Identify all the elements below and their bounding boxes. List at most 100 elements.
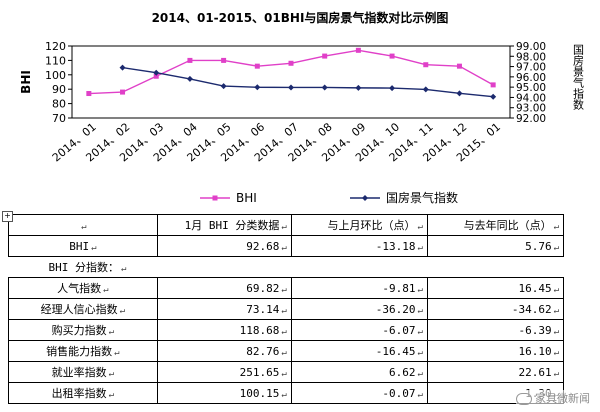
index-point [153, 69, 160, 76]
data-table: ↵ 1月 BHI 分类数据 ↵ 与上月环比（点） ↵ 与去年同比（点） ↵ BHI ↵ 92.68… [8, 214, 565, 404]
table-cell: 16.10 ↵ [426, 340, 565, 362]
row-label-cell: BHI ↵ [8, 235, 158, 257]
bhi-point [288, 60, 294, 66]
paragraph-mark-icon: ↵ [281, 242, 287, 253]
bhi-point [120, 89, 126, 95]
table-cell: 118.68 ↵ [156, 319, 292, 341]
y-tick-label: 90 [52, 83, 66, 96]
y-axis-label: BHI [19, 70, 33, 94]
index-point [220, 83, 227, 90]
bhi-point [221, 57, 227, 63]
table-header-cell: 1月 BHI 分类数据 ↵ [156, 214, 292, 236]
table-cell: -16.45 ↵ [290, 340, 428, 362]
paragraph-mark-icon: ↵ [103, 285, 109, 295]
table-row: 销售能力指数 ↵ 82.76 ↵ -16.45 ↵ 16.10 ↵ [8, 340, 565, 362]
legend-marker [212, 195, 218, 201]
paragraph-mark-icon: ↵ [417, 368, 423, 379]
y2-tick-label: 93.00 [516, 103, 546, 115]
bhi-point [254, 63, 260, 69]
table-cell: -34.62 ↵ [426, 298, 565, 320]
paragraph-mark-icon: ↵ [81, 221, 87, 232]
bhi-point [86, 91, 92, 97]
y-tick-label: 110 [45, 54, 66, 67]
bhi-point [153, 73, 159, 79]
index-point [186, 75, 193, 82]
paragraph-mark-icon: ↵ [417, 389, 423, 400]
paragraph-mark-icon: ↵ [108, 390, 115, 400]
row-label-cell: 就业率指数 ↵ [8, 361, 158, 383]
bhi-point [389, 53, 395, 59]
bhi-point [322, 53, 328, 59]
paragraph-mark-icon: ↵ [417, 305, 423, 316]
index-point [490, 93, 497, 100]
bhi-point [490, 82, 496, 88]
y2-axis-label: 国房景气指数 [572, 44, 585, 111]
table-header-row: ↵ 1月 BHI 分类数据 ↵ 与上月环比（点） ↵ 与去年同比（点） ↵ [8, 214, 565, 236]
paragraph-mark-icon: ↵ [108, 369, 115, 379]
paragraph-mark-icon: ↵ [553, 242, 559, 253]
table-cell: 73.14 ↵ [156, 298, 292, 320]
paragraph-mark-icon: ↵ [417, 326, 423, 337]
paragraph-mark-icon: ↵ [417, 222, 423, 232]
table-cell: -36.20 ↵ [290, 298, 428, 320]
paragraph-mark-icon: ↵ [281, 222, 287, 232]
table-row: 购买力指数 ↵ 118.68 ↵ -6.07 ↵ -6.39 ↵ [8, 319, 565, 341]
index-point [456, 90, 463, 97]
paragraph-mark-icon: ↵ [417, 347, 423, 358]
data-table-wrapper: + ↵ 1月 BHI 分类数据 ↵ 与上月环比（点） ↵ 与去年同比（点） ↵ BHI ↵ 92.… [2, 211, 565, 404]
table-cell: -9.81 ↵ [290, 277, 428, 299]
paragraph-mark-icon: ↵ [119, 306, 126, 316]
table-cell: 82.76 ↵ [156, 340, 292, 362]
y2-tick-label: 96.00 [516, 72, 546, 84]
paragraph-mark-icon: ↵ [553, 347, 559, 358]
paragraph-mark-icon: ↵ [417, 284, 423, 295]
table-row: 人气指数 ↵ 69.82 ↵ -9.81 ↵ 16.45 ↵ [8, 277, 565, 299]
index-point [422, 86, 429, 93]
table-cell: -6.07 ↵ [290, 319, 428, 341]
table-row: BHI ↵ 92.68 ↵ -13.18 ↵ 5.76 ↵ [8, 235, 565, 257]
paragraph-mark-icon: ↵ [281, 368, 287, 379]
y2-tick-label: 95.00 [516, 82, 546, 94]
series-line-1 [122, 66, 494, 98]
y-tick-label: 70 [52, 112, 66, 125]
table-cell: 6.62 ↵ [290, 361, 428, 383]
row-label-cell: 出租率指数 ↵ [8, 382, 158, 404]
paragraph-mark-icon: ↵ [121, 264, 127, 274]
y-tick-label: 100 [45, 69, 66, 82]
bhi-point [423, 62, 429, 68]
watermark-text: 家具微新闻 [535, 392, 590, 405]
table-header-cell: ↵ [8, 214, 158, 236]
table-cell: 22.61 ↵ [426, 361, 565, 383]
table-move-handle[interactable]: + [2, 211, 13, 222]
table-row: BHI 分指数： ↵ [8, 256, 564, 278]
paragraph-mark-icon: ↵ [553, 284, 559, 295]
y2-tick-label: 99.00 [516, 41, 546, 53]
table-cell: -13.18 ↵ [290, 235, 428, 257]
legend-label: BHI [236, 191, 257, 205]
table-cell: 92.68 ↵ [156, 235, 292, 257]
wechat-icon [516, 393, 532, 405]
plot-marks [86, 47, 497, 100]
y2-tick-label: 98.00 [516, 51, 546, 63]
legend-marker [362, 195, 368, 201]
plot-frame [71, 45, 511, 119]
table-cell: 16.45 ↵ [426, 277, 565, 299]
table-cell: -0.07 ↵ [290, 382, 428, 404]
table-row: 出租率指数↵100.15↵-0.07↵1.30↵ [8, 382, 565, 404]
paragraph-mark-icon: ↵ [553, 305, 559, 316]
table-cell: -6.39 ↵ [426, 319, 565, 341]
watermark: 家具微新闻 [516, 390, 590, 406]
paragraph-mark-icon: ↵ [417, 242, 423, 253]
table-subheading-cell: BHI 分指数： ↵ [8, 256, 564, 278]
paragraph-mark-icon: ↵ [281, 305, 287, 316]
row-label-cell: 购买力指数 ↵ [8, 319, 158, 341]
index-point [389, 85, 396, 92]
bhi-point [355, 47, 361, 53]
table-row: 就业率指数 ↵ 251.65 ↵ 6.62 ↵ 22.61 ↵ [8, 361, 565, 383]
row-label-cell: 人气指数 ↵ [8, 277, 158, 299]
paragraph-mark-icon: ↵ [108, 327, 115, 337]
paragraph-mark-icon: ↵ [281, 389, 287, 400]
paragraph-mark-icon: ↵ [553, 326, 559, 337]
